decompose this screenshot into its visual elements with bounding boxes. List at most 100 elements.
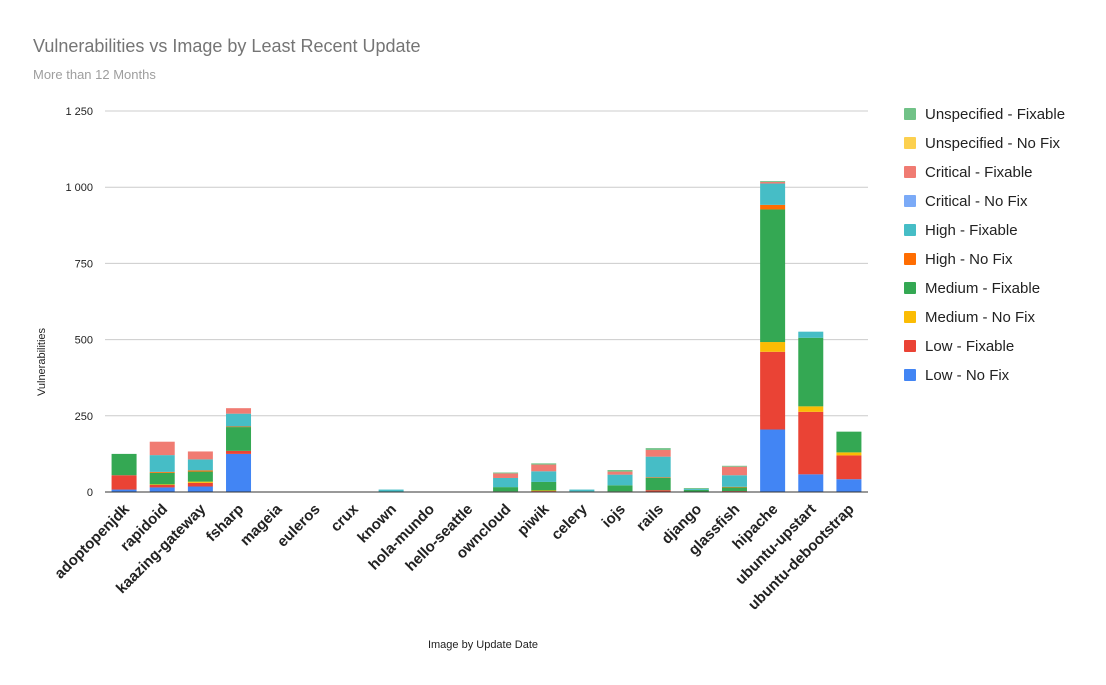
legend-swatch-medium-fixable (904, 282, 916, 294)
bar-segment-medium-no-fix-ubuntu-upstart (798, 406, 824, 412)
legend-swatch-medium-no-fix (904, 311, 916, 323)
legend-label-unspecified-no-fix: Unspecified - No Fix (925, 135, 1061, 152)
chart-subtitle: More than 12 Months (33, 67, 156, 82)
legend-swatch-critical-no-fix (904, 195, 916, 207)
bar-segment-critical-fixable-fsharp (226, 408, 252, 414)
bar-segment-high-no-fix-fsharp (226, 426, 252, 428)
bar-segment-critical-fixable-owncloud (493, 473, 519, 478)
bars (111, 181, 862, 492)
legend-label-medium-fixable: Medium - Fixable (925, 280, 1040, 297)
legend-swatch-critical-fixable (904, 166, 916, 178)
bar-segment-low-no-fix-hipache (760, 429, 786, 492)
legend-swatch-low-fixable (904, 340, 916, 352)
bar-segment-unspecified-fixable-django (683, 488, 709, 489)
bar-segment-low-no-fix-ubuntu-upstart (798, 474, 824, 492)
bar-segment-low-fixable-rails (645, 490, 671, 492)
x-tick-label-piwik: piwik (514, 500, 553, 539)
y-axis-label: Vulnerabilities (36, 327, 48, 396)
bar-segment-critical-fixable-iojs (607, 471, 633, 475)
bar-segment-medium-no-fix-ubuntu-debootstrap (836, 452, 862, 456)
bar-segment-low-fixable-adoptopenjdk (111, 475, 137, 490)
bar-segment-medium-no-fix-piwik (531, 490, 557, 492)
bar-segment-unspecified-fixable-piwik (531, 463, 557, 465)
bar-segment-high-fixable-rapidoid (149, 455, 175, 472)
bar-segment-low-fixable-ubuntu-upstart (798, 411, 824, 475)
bar-segment-low-no-fix-adoptopenjdk (111, 489, 137, 492)
bar-segment-high-no-fix-rapidoid (149, 471, 175, 473)
legend-label-critical-fixable: Critical - Fixable (925, 164, 1033, 181)
bar-segment-high-fixable-celery (569, 489, 595, 492)
bar-segment-medium-fixable-glassfish (721, 487, 747, 492)
x-tick-label-euleros: euleros (274, 501, 324, 551)
bar-segment-high-fixable-iojs (607, 474, 633, 486)
bar-segment-unspecified-fixable-rails (645, 448, 671, 450)
y-axis-ticks: 0 250 500 750 1 000 1 250 (65, 106, 93, 499)
bar-segment-medium-fixable-ubuntu-debootstrap (836, 431, 862, 453)
bar-segment-medium-fixable-piwik (531, 481, 557, 491)
legend-swatch-unspecified-no-fix (904, 137, 916, 149)
bar-segment-medium-fixable-owncloud (493, 487, 519, 492)
y-tick-label: 1 000 (65, 182, 93, 194)
x-axis-ticks: adoptopenjdkrapidoidkaazing-gatewayfshar… (51, 500, 857, 613)
bar-segment-high-fixable-ubuntu-upstart (798, 331, 824, 338)
legend-label-unspecified-fixable: Unspecified - Fixable (925, 106, 1065, 123)
bar-segment-medium-fixable-hipache (760, 209, 786, 343)
bar-segment-medium-fixable-rails (645, 477, 671, 491)
bar-segment-high-fixable-known (378, 489, 404, 492)
bar-segment-low-no-fix-ubuntu-debootstrap (836, 479, 862, 492)
x-axis-label: Image by Update Date (428, 639, 538, 651)
bar-segment-high-fixable-rails (645, 456, 671, 478)
bar-segment-high-no-fix-rails (645, 477, 671, 478)
legend-swatch-unspecified-fixable (904, 108, 916, 120)
bar-segment-low-fixable-hipache (760, 351, 786, 430)
bar-segment-medium-no-fix-rapidoid (149, 484, 175, 485)
legend-swatch-low-no-fix (904, 369, 916, 381)
legend: Unspecified - Fixable Unspecified - No Fi… (904, 106, 1065, 384)
bar-segment-critical-fixable-piwik (531, 464, 557, 472)
bar-segment-low-fixable-kaazing-gateway (187, 482, 213, 487)
y-tick-label: 750 (75, 258, 93, 270)
bar-segment-medium-no-fix-kaazing-gateway (187, 481, 213, 483)
bar-segment-low-fixable-fsharp (226, 450, 252, 454)
y-tick-label: 1 250 (65, 106, 93, 118)
bar-segment-medium-fixable-adoptopenjdk (111, 453, 137, 476)
bar-segment-high-no-fix-hipache (760, 204, 786, 210)
bar-segment-medium-fixable-kaazing-gateway (187, 471, 213, 482)
legend-label-critical-no-fix: Critical - No Fix (925, 193, 1028, 210)
x-tick-label-celery: celery (548, 500, 591, 543)
bar-segment-low-no-fix-kaazing-gateway (187, 486, 213, 492)
bar-segment-medium-fixable-fsharp (226, 427, 252, 451)
legend-label-high-no-fix: High - No Fix (925, 251, 1013, 268)
bar-segment-high-fixable-kaazing-gateway (187, 459, 213, 471)
x-tick-label-iojs: iojs (599, 501, 629, 531)
bar-segment-critical-fixable-rapidoid (149, 441, 175, 456)
legend-swatch-high-fixable (904, 224, 916, 236)
bar-segment-critical-fixable-glassfish (721, 466, 747, 476)
bar-segment-high-fixable-owncloud (493, 477, 519, 488)
bar-segment-low-no-fix-fsharp (226, 453, 252, 492)
legend-swatch-high-no-fix (904, 253, 916, 265)
bar-segment-critical-fixable-kaazing-gateway (187, 451, 213, 460)
bar-segment-unspecified-fixable-iojs (607, 470, 633, 472)
x-tick-label-crux: crux (327, 500, 362, 535)
bar-segment-medium-fixable-rapidoid (149, 472, 175, 485)
bar-segment-high-fixable-hipache (760, 183, 786, 205)
y-tick-label: 500 (75, 335, 93, 347)
legend-label-high-fixable: High - Fixable (925, 222, 1018, 239)
bar-segment-medium-fixable-iojs (607, 485, 633, 492)
legend-label-medium-no-fix: Medium - No Fix (925, 309, 1036, 326)
bar-segment-unspecified-fixable-glassfish (721, 465, 747, 467)
y-tick-label: 250 (75, 411, 93, 423)
bar-segment-medium-fixable-django (683, 489, 709, 492)
legend-label-low-no-fix: Low - No Fix (925, 367, 1010, 384)
bar-segment-high-no-fix-kaazing-gateway (187, 470, 213, 472)
bar-segment-critical-fixable-hipache (760, 182, 786, 184)
bar-segment-critical-fixable-rails (645, 449, 671, 457)
x-tick-label-rails: rails (633, 501, 667, 535)
bar-segment-low-fixable-ubuntu-debootstrap (836, 455, 862, 480)
bar-segment-high-fixable-piwik (531, 471, 557, 482)
bar-segment-high-fixable-glassfish (721, 475, 747, 487)
bar-segment-low-no-fix-rapidoid (149, 487, 175, 492)
bar-segment-unspecified-fixable-hipache (760, 181, 786, 183)
bar-segment-high-no-fix-glassfish (721, 486, 747, 488)
